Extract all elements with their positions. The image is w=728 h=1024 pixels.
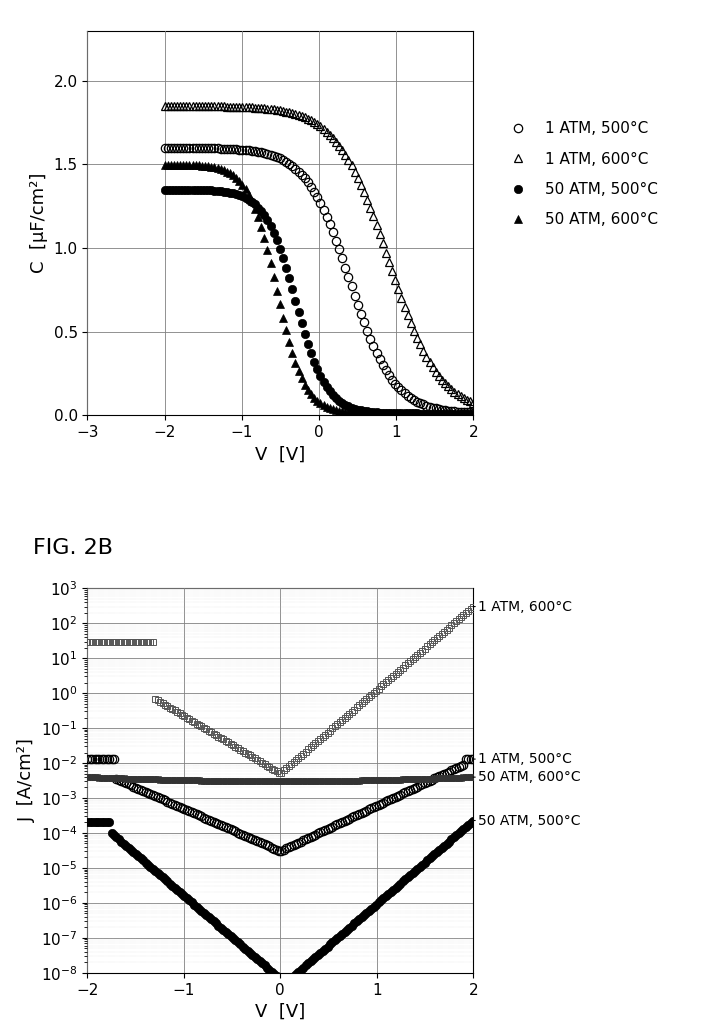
Text: 1 ATM, 600°C: 1 ATM, 600°C: [473, 600, 572, 613]
Text: FIG. 2B: FIG. 2B: [33, 539, 114, 558]
Legend: 1 ATM, 500°C, 1 ATM, 600°C, 50 ATM, 500°C, 50 ATM, 600°C: 1 ATM, 500°C, 1 ATM, 600°C, 50 ATM, 500°…: [496, 116, 664, 233]
X-axis label: V  [V]: V [V]: [255, 1004, 306, 1021]
Y-axis label: C  [μF/cm²]: C [μF/cm²]: [30, 173, 48, 273]
X-axis label: V  [V]: V [V]: [255, 445, 306, 464]
Y-axis label: J  [A/cm²]: J [A/cm²]: [17, 738, 36, 822]
Text: 50 ATM, 600°C: 50 ATM, 600°C: [473, 770, 581, 784]
Text: 1 ATM, 500°C: 1 ATM, 500°C: [473, 752, 572, 766]
Text: 50 ATM, 500°C: 50 ATM, 500°C: [473, 813, 580, 827]
